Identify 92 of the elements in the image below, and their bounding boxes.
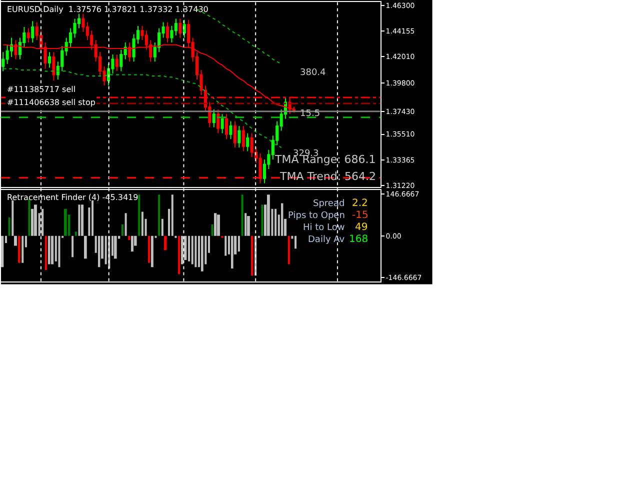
bar <box>124 213 127 236</box>
candlestick <box>229 120 232 140</box>
candlestick <box>238 126 241 148</box>
bar <box>238 236 240 252</box>
bar <box>34 204 37 236</box>
bar <box>8 217 10 236</box>
bar <box>188 236 190 262</box>
ref-line-label: #111406638 sell stop <box>7 98 96 107</box>
bar <box>128 236 130 240</box>
bar <box>31 208 34 236</box>
annotation: 49 <box>355 222 368 233</box>
bar <box>161 218 164 236</box>
bar <box>224 236 227 256</box>
bar <box>64 208 67 236</box>
candlestick <box>115 54 118 72</box>
candlestick <box>166 22 170 44</box>
annotation: -15 <box>352 210 368 221</box>
candlestick <box>26 28 30 44</box>
bar <box>201 236 204 272</box>
bar <box>288 236 290 264</box>
bar <box>104 236 107 264</box>
text: 380.4 <box>300 68 326 78</box>
candlestick <box>224 114 228 140</box>
annotation: Spread <box>313 199 345 209</box>
bar <box>191 236 194 264</box>
candlestick <box>178 18 182 38</box>
bar <box>92 200 94 236</box>
bar <box>171 194 174 236</box>
annotation: Hi to Low <box>303 223 345 233</box>
bar <box>22 236 24 263</box>
bar <box>251 236 254 276</box>
bar <box>211 224 214 236</box>
chart-title: EURUSD.Daily 1.37576 1.37821 1.37332 1.37430 <box>7 5 208 14</box>
candlestick <box>48 52 52 68</box>
candlestick <box>182 19 186 38</box>
candlestick <box>52 52 56 82</box>
bar <box>274 208 277 236</box>
bar <box>148 236 150 263</box>
bar <box>98 236 100 268</box>
text: 15.5 <box>300 109 320 119</box>
candlestick <box>242 126 245 152</box>
candlestick <box>31 20 34 44</box>
bar <box>244 213 247 236</box>
candlestick <box>246 132 250 152</box>
bar <box>44 236 47 270</box>
bar <box>14 236 17 246</box>
annotation: Daily Av <box>308 235 346 245</box>
bar <box>131 236 134 252</box>
bar <box>281 203 284 236</box>
bar <box>48 236 50 264</box>
bar <box>194 236 197 268</box>
bar <box>78 204 80 236</box>
candlestick <box>233 120 236 148</box>
candlestick <box>212 108 216 128</box>
bar <box>184 236 187 260</box>
bar <box>58 236 60 268</box>
bar <box>74 232 77 236</box>
annotation: 2.2 <box>352 198 368 209</box>
bar <box>84 236 87 259</box>
bar <box>18 236 20 263</box>
bar <box>121 224 124 236</box>
candlestick <box>216 108 220 134</box>
bar <box>178 236 180 274</box>
bar <box>181 236 184 264</box>
bar <box>141 212 144 236</box>
bar <box>12 200 14 236</box>
bar <box>267 194 270 236</box>
bar <box>261 204 264 236</box>
chart-title: Retracement Finder (4) -45.3419 <box>7 193 138 202</box>
bar <box>247 216 250 236</box>
bar <box>138 194 140 236</box>
bar <box>151 236 154 268</box>
candlestick <box>220 114 224 134</box>
annotation: TMA Trend: 564.2 <box>279 170 376 183</box>
bar <box>217 214 220 236</box>
bar <box>198 236 200 268</box>
bar <box>28 198 30 236</box>
annotation: 168 <box>349 234 368 245</box>
bar <box>114 236 117 259</box>
bar <box>164 236 167 250</box>
bar <box>72 236 74 258</box>
bar <box>158 194 160 236</box>
bar <box>214 213 217 236</box>
bar <box>81 204 84 236</box>
bar <box>1 236 4 268</box>
bar <box>231 236 234 269</box>
annotation: Pips to Open <box>288 211 345 221</box>
bar <box>294 236 297 249</box>
bar <box>42 208 44 236</box>
ref-line-label: #111385717 sell <box>7 85 76 94</box>
bar <box>241 194 244 236</box>
bar <box>51 236 54 264</box>
